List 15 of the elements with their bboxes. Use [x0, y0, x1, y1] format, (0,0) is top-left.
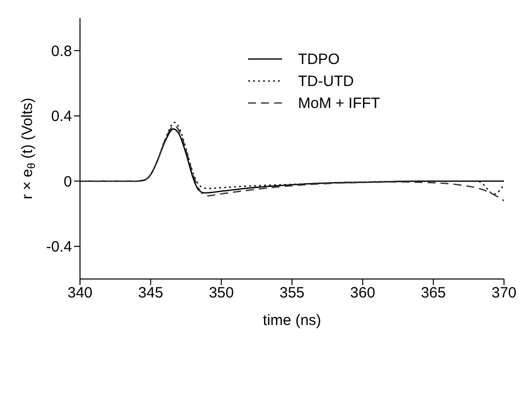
- x-axis-title: time (ns): [262, 312, 322, 329]
- y-tick-label: 0: [64, 173, 72, 190]
- x-tick-label: 365: [420, 284, 446, 302]
- x-tick-label: 345: [138, 284, 164, 302]
- legend-label: TDPO: [298, 50, 340, 68]
- y-tick-label: -0.4: [46, 238, 72, 256]
- x-tick-label: 355: [279, 284, 305, 302]
- x-tick-label: 340: [67, 284, 93, 302]
- x-tick-label: 360: [350, 284, 376, 302]
- legend-label: MoM + IFFT: [298, 94, 380, 112]
- y-tick-label: 0.4: [51, 108, 72, 126]
- legend-label: TD-UTD: [298, 72, 354, 90]
- y-tick-label: 0.8: [51, 42, 72, 60]
- x-tick-label: 350: [208, 284, 234, 302]
- x-tick-label: 370: [491, 284, 517, 302]
